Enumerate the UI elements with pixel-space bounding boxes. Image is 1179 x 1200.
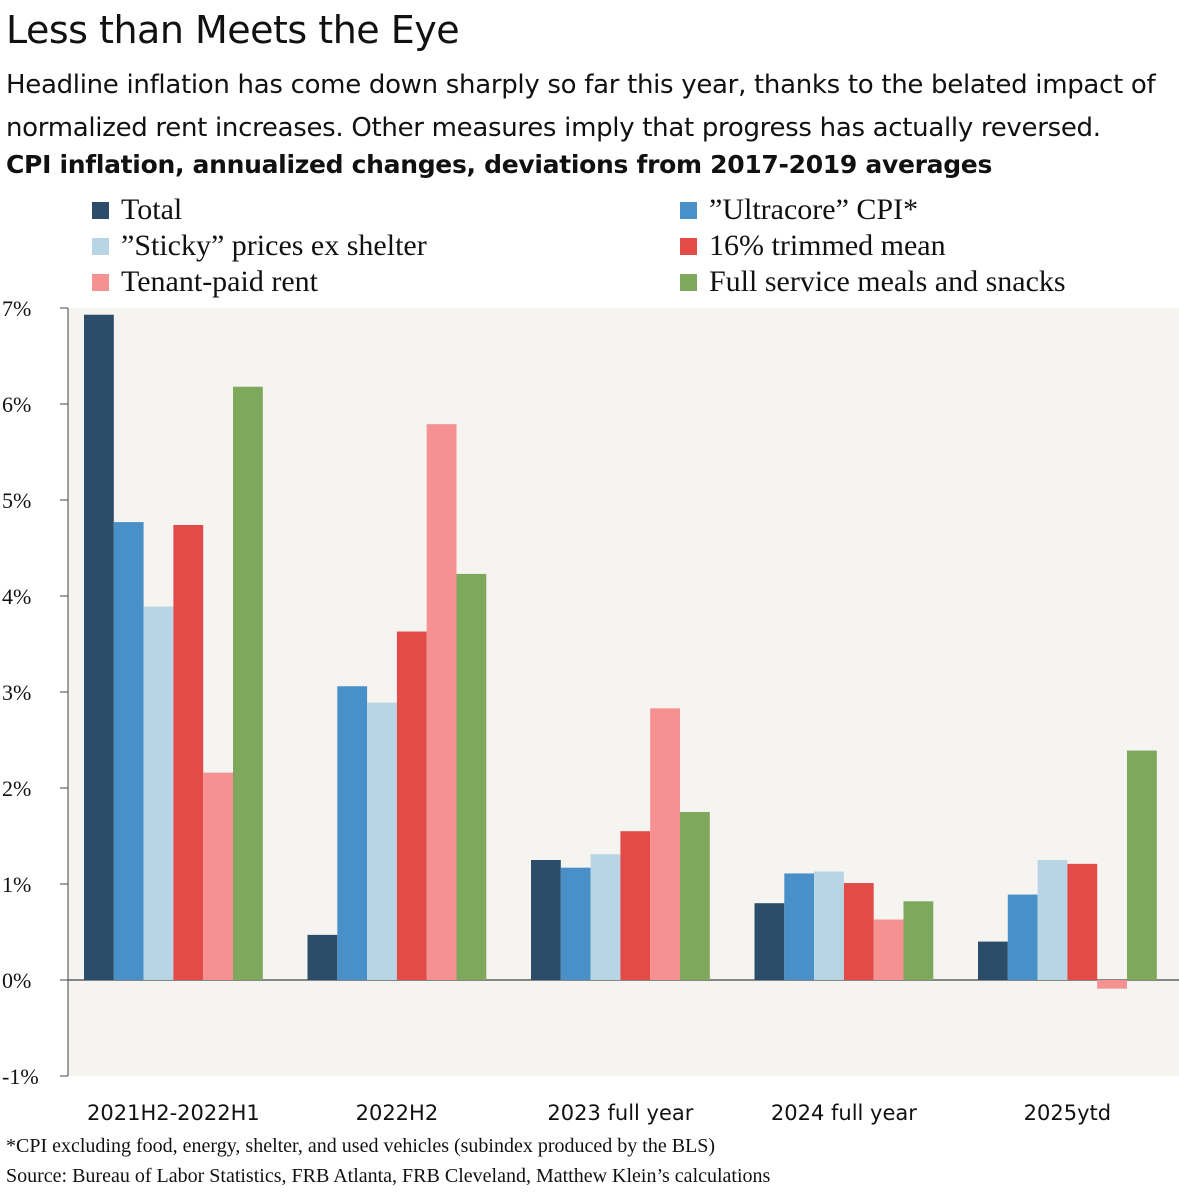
legend-swatch <box>92 273 109 291</box>
bar <box>978 941 1008 980</box>
bar <box>680 812 710 980</box>
bar <box>233 386 263 981</box>
bar <box>620 831 651 980</box>
bar <box>307 934 338 980</box>
bar <box>337 686 368 980</box>
x-tick-label: 2021H2-2022H1 <box>87 1101 260 1125</box>
legend-swatch <box>680 201 697 219</box>
bar <box>1037 860 1068 980</box>
legend-swatch <box>680 237 697 255</box>
bar <box>1067 863 1098 980</box>
legend-item: 16% trimmed mean <box>680 228 946 264</box>
bar <box>754 903 785 980</box>
legend-item: Full service meals and snacks <box>680 264 1066 300</box>
x-tick-label: 2025ytd <box>1024 1101 1111 1125</box>
y-tick-label: 0% <box>2 968 31 993</box>
bar <box>560 867 591 980</box>
chart-subtitle: Headline inflation has come down sharply… <box>6 70 1156 143</box>
legend-label: ”Ultracore” CPI* <box>709 193 919 226</box>
y-tick-label: 5% <box>2 488 31 513</box>
bar-chart: -1% 0% 1% 2% 3% 4% 5% 6% 7% 2021H2-2022H1 2022H2 20… <box>2 296 1179 1125</box>
bar <box>903 901 934 980</box>
chart-title: Less than Meets the Eye <box>6 8 460 52</box>
y-tick-label: 6% <box>2 392 31 417</box>
chart-heading: CPI inflation, annualized changes, devia… <box>6 150 993 179</box>
bar <box>456 573 487 980</box>
y-tick-label: 2% <box>2 776 31 801</box>
legend-swatch <box>92 201 109 219</box>
bar <box>396 631 427 980</box>
bar <box>426 424 457 980</box>
bar <box>84 314 114 981</box>
bar <box>367 702 397 980</box>
bar <box>650 708 680 980</box>
y-tick-label: 1% <box>2 872 31 897</box>
legend-label: ”Sticky” prices ex shelter <box>121 229 427 262</box>
bar <box>843 883 874 980</box>
bar <box>203 772 233 980</box>
bar <box>143 606 174 980</box>
legend-item: ”Sticky” prices ex shelter <box>92 228 427 264</box>
bar <box>1097 980 1127 989</box>
legend-label: Full service meals and snacks <box>709 265 1066 298</box>
bar <box>784 873 815 980</box>
bar <box>590 854 621 980</box>
legend-label: 16% trimmed mean <box>709 229 946 262</box>
bar <box>1127 750 1157 980</box>
x-tick-label: 2024 full year <box>771 1101 917 1125</box>
bar <box>1007 894 1038 980</box>
x-tick-label: 2022H2 <box>356 1101 439 1125</box>
legend-item: Tenant-paid rent <box>92 264 318 300</box>
bar <box>814 871 844 980</box>
y-tick-label: 3% <box>2 680 31 705</box>
bar <box>531 860 561 980</box>
bar <box>113 522 144 980</box>
legend-swatch <box>680 273 697 291</box>
footnote: *CPI excluding food, energy, shelter, an… <box>6 1135 716 1157</box>
y-tick-label: 4% <box>2 584 31 609</box>
bar <box>173 524 204 980</box>
bar <box>873 919 904 980</box>
legend-swatch <box>92 237 109 255</box>
legend-item: Total <box>92 192 182 228</box>
legend-item: ”Ultracore” CPI* <box>680 192 918 228</box>
legend-label: Tenant-paid rent <box>121 265 318 298</box>
legend-label: Total <box>121 193 183 226</box>
y-tick-label: -1% <box>2 1064 39 1089</box>
x-tick-label: 2023 full year <box>547 1101 693 1125</box>
source-note: Source: Bureau of Labor Statistics, FRB … <box>6 1165 771 1187</box>
y-tick-label: 7% <box>2 296 31 321</box>
